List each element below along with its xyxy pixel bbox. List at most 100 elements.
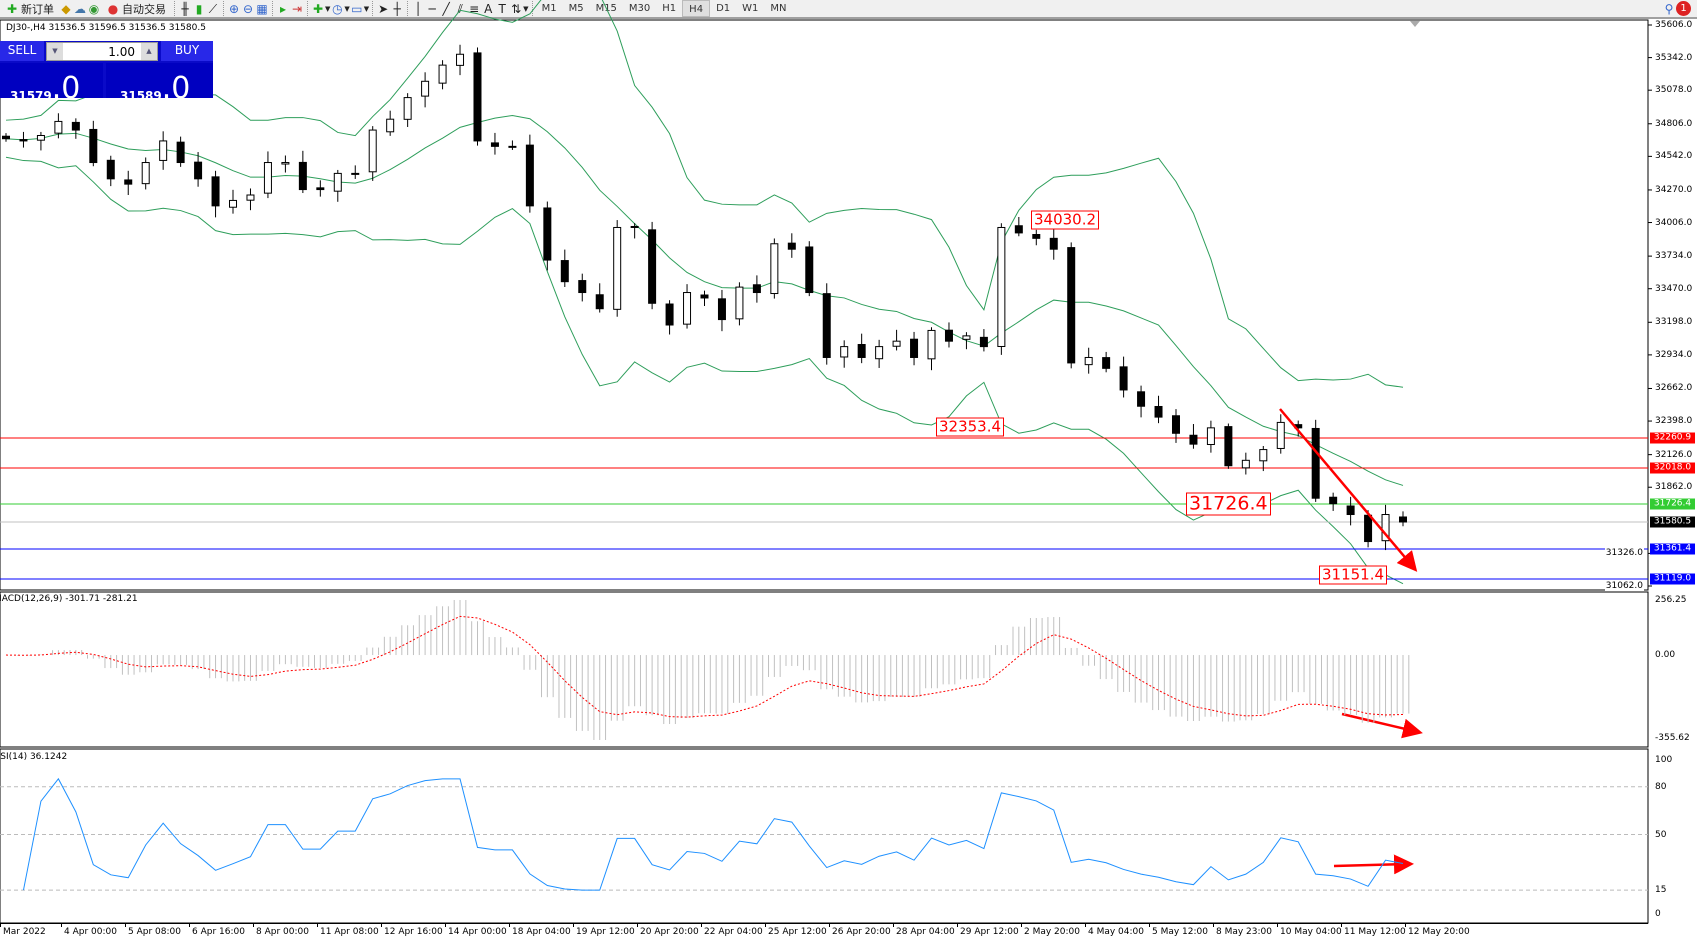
trendline-icon[interactable]: ╱ [442, 1, 450, 16]
notification-badge[interactable]: 1 [1676, 1, 1691, 16]
strategy-icon[interactable]: ◆ [61, 1, 71, 16]
time-axis-label: 26 Apr 20:00 [829, 923, 891, 937]
cursor-icon[interactable]: ➤ [378, 1, 389, 16]
buy-button[interactable]: BUY [161, 41, 213, 61]
rsi-axis-label: 15 [1655, 885, 1667, 896]
candlestick-icon[interactable]: ▮ [195, 1, 203, 16]
crosshair-icon[interactable]: ┼ [393, 1, 401, 16]
new-order-button[interactable]: ✚ 新订单 [6, 1, 54, 16]
dropdown-arrow-icon[interactable]: ▼ [325, 4, 331, 13]
bull-candle [508, 145, 517, 148]
timeframe-h4[interactable]: H4 [682, 0, 711, 17]
timeframe-m5[interactable]: M5 [568, 3, 584, 14]
decrease-lot-icon[interactable]: ▼ [47, 43, 63, 60]
bull-candle [141, 162, 150, 185]
bear-candle [665, 303, 674, 326]
bear-candle [1399, 516, 1407, 523]
bull-candle [927, 329, 936, 360]
chart-shift-icon[interactable]: ⇥ [291, 1, 303, 16]
macd-axis-label: -355.62 [1655, 733, 1690, 743]
auto-trading-button[interactable]: ● 自动交易 [107, 1, 166, 16]
dropdown-arrow-icon[interactable]: ▼ [363, 4, 370, 13]
line-chart-icon[interactable]: ⟋ [208, 1, 218, 16]
bear-candle [1224, 426, 1233, 467]
sell-price[interactable]: 31579.0 [0, 63, 103, 106]
bear-candle [1067, 247, 1076, 364]
timeframe-h1[interactable]: H1 [662, 3, 677, 14]
bear-candle [71, 121, 80, 131]
time-axis-label: 2 May 20:00 [1021, 923, 1080, 937]
bear-candle [822, 293, 831, 358]
timeframe-d1[interactable]: D1 [716, 3, 731, 14]
bull-candle [683, 292, 692, 325]
lot-size-stepper[interactable]: ▼ 1.00 ▲ [46, 42, 158, 61]
toolbar-separator [372, 1, 374, 16]
chart-shift-marker-icon [1410, 21, 1420, 27]
macd-label: MACD(12,26,9) -301.71 -281.21 [0, 594, 138, 604]
increase-lot-icon[interactable]: ▲ [141, 43, 157, 60]
equidistant-channel-icon[interactable]: ⫽ [457, 1, 463, 16]
price-axis-label: 31862.0 [1655, 482, 1693, 493]
sell-button[interactable]: SELL [0, 41, 44, 61]
periods-clock-icon[interactable]: ◷ [332, 1, 343, 16]
rsi-panel-frame [0, 748, 1649, 924]
price-axis-label: 32662.0 [1655, 383, 1693, 394]
bull-candle [1259, 449, 1268, 462]
vertical-line-icon[interactable]: │ [414, 1, 422, 16]
zoom-in-icon[interactable]: ⊕ [228, 1, 240, 16]
dropdown-arrow-icon[interactable]: ▼ [523, 4, 529, 13]
search-icon[interactable]: ⚲ [1664, 1, 1674, 16]
timeframe-w1[interactable]: W1 [742, 3, 759, 14]
time-axis-label: 19 Apr 12:00 [573, 923, 635, 937]
bollinger-lower-band [5, 156, 1404, 585]
signal-icon[interactable]: ◉ [88, 1, 100, 16]
bear-candle [1346, 505, 1355, 516]
zoom-out-icon[interactable]: ⊖ [242, 1, 254, 16]
text-icon[interactable]: A [484, 1, 493, 16]
bear-candle [857, 344, 866, 358]
bear-candle [595, 294, 604, 310]
fibonacci-icon[interactable]: ≡ [469, 1, 480, 16]
timeframe-mn[interactable]: MN [770, 3, 787, 14]
price-axis-label: 34806.0 [1655, 118, 1693, 129]
time-axis-label: 8 May 23:00 [1213, 923, 1272, 937]
bear-candle [1137, 391, 1146, 407]
bull-candle [962, 335, 971, 340]
bar-chart-icon[interactable]: ╫ [181, 1, 189, 16]
bull-candle [403, 97, 412, 120]
dropdown-arrow-icon[interactable]: ▼ [344, 4, 350, 13]
autoscroll-icon[interactable]: ▸ [279, 1, 287, 16]
horizontal-line-icon[interactable]: ─ [428, 1, 436, 16]
time-axis-label: 5 May 12:00 [1149, 923, 1208, 937]
bear-candle [316, 187, 325, 191]
bear-candle [752, 284, 761, 294]
cloud-icon[interactable]: ☁ [74, 1, 86, 16]
rsi-axis-label: 50 [1655, 829, 1667, 840]
toolbar-separator [272, 1, 273, 16]
bear-candle [560, 260, 569, 283]
rsi-axis-label: 100 [1655, 755, 1673, 765]
bear-candle [490, 142, 499, 147]
bull-candle [421, 80, 430, 97]
bear-candle [1311, 427, 1320, 499]
rsi-line [22, 777, 1404, 891]
timeframe-m1[interactable]: M1 [541, 3, 557, 14]
bear-candle [89, 128, 98, 164]
bear-candle [1329, 496, 1338, 505]
tile-windows-icon[interactable]: ▦ [256, 1, 268, 16]
bull-candle [281, 162, 290, 165]
templates-icon[interactable]: ▭ [351, 1, 363, 16]
bull-candle [1206, 427, 1215, 446]
text-label-icon[interactable]: T [498, 1, 506, 16]
timeframe-m30[interactable]: M30 [628, 3, 651, 14]
lot-size-value[interactable]: 1.00 [108, 45, 135, 59]
price-axis-label: 33470.0 [1655, 283, 1693, 294]
bull-candle [36, 134, 45, 141]
bear-candle [1189, 434, 1198, 445]
buy-price[interactable]: 31589.0 [106, 63, 213, 106]
indicators-icon[interactable]: ✚ [312, 1, 324, 16]
toolbar-separator [223, 1, 224, 16]
time-axis-label: Mar 2022 [0, 923, 46, 937]
arrows-icon[interactable]: ⇅ [511, 1, 522, 16]
